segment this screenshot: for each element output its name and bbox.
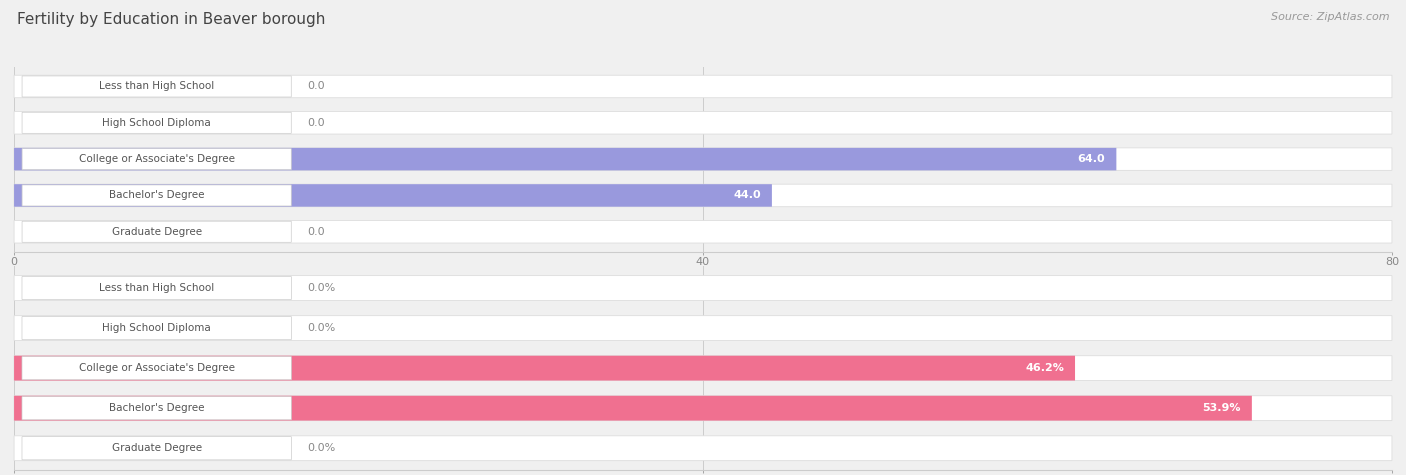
FancyBboxPatch shape — [22, 276, 291, 300]
FancyBboxPatch shape — [22, 185, 291, 206]
Text: High School Diploma: High School Diploma — [103, 118, 211, 128]
FancyBboxPatch shape — [14, 276, 1392, 301]
Text: Less than High School: Less than High School — [98, 283, 214, 293]
FancyBboxPatch shape — [22, 221, 291, 242]
FancyBboxPatch shape — [22, 316, 291, 340]
FancyBboxPatch shape — [14, 220, 1392, 243]
FancyBboxPatch shape — [22, 397, 291, 420]
FancyBboxPatch shape — [14, 184, 1392, 207]
Text: 0.0: 0.0 — [308, 118, 325, 128]
Text: 44.0: 44.0 — [734, 190, 761, 200]
FancyBboxPatch shape — [14, 75, 1392, 98]
Text: High School Diploma: High School Diploma — [103, 323, 211, 333]
FancyBboxPatch shape — [14, 316, 1392, 341]
FancyBboxPatch shape — [14, 148, 1116, 171]
Text: Less than High School: Less than High School — [98, 82, 214, 92]
Text: 53.9%: 53.9% — [1202, 403, 1241, 413]
FancyBboxPatch shape — [14, 356, 1076, 380]
FancyBboxPatch shape — [22, 437, 291, 460]
FancyBboxPatch shape — [14, 356, 1392, 380]
Text: 0.0%: 0.0% — [308, 323, 336, 333]
Text: Source: ZipAtlas.com: Source: ZipAtlas.com — [1271, 12, 1389, 22]
FancyBboxPatch shape — [14, 148, 1392, 171]
FancyBboxPatch shape — [14, 396, 1392, 420]
Text: Graduate Degree: Graduate Degree — [111, 443, 201, 453]
FancyBboxPatch shape — [22, 357, 291, 380]
Text: Bachelor's Degree: Bachelor's Degree — [108, 403, 204, 413]
FancyBboxPatch shape — [22, 76, 291, 97]
FancyBboxPatch shape — [14, 436, 1392, 461]
Text: College or Associate's Degree: College or Associate's Degree — [79, 154, 235, 164]
Text: 64.0: 64.0 — [1078, 154, 1105, 164]
FancyBboxPatch shape — [14, 184, 772, 207]
Text: Fertility by Education in Beaver borough: Fertility by Education in Beaver borough — [17, 12, 325, 27]
Text: Bachelor's Degree: Bachelor's Degree — [108, 190, 204, 200]
Text: 0.0%: 0.0% — [308, 283, 336, 293]
Text: 0.0: 0.0 — [308, 82, 325, 92]
FancyBboxPatch shape — [14, 112, 1392, 134]
Text: 46.2%: 46.2% — [1025, 363, 1064, 373]
Text: 0.0%: 0.0% — [308, 443, 336, 453]
Text: College or Associate's Degree: College or Associate's Degree — [79, 363, 235, 373]
FancyBboxPatch shape — [22, 112, 291, 133]
Text: 0.0: 0.0 — [308, 227, 325, 237]
FancyBboxPatch shape — [22, 149, 291, 170]
FancyBboxPatch shape — [14, 396, 1251, 420]
Text: Graduate Degree: Graduate Degree — [111, 227, 201, 237]
